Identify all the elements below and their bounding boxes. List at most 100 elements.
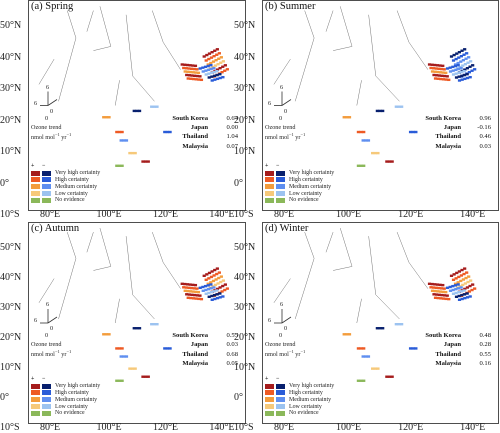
trend-site-mark [385, 160, 389, 163]
trend-site-mark [457, 290, 461, 294]
trend-site-mark [215, 68, 220, 71]
panel-title: (d) Winter [265, 223, 309, 234]
trend-site-mark [437, 74, 441, 77]
country-border [126, 15, 133, 76]
trend-site-mark [186, 70, 190, 73]
trend-site-mark [115, 164, 119, 167]
map-panel-c: (c) Autumn 6 6 0 0 Ozone trend nmol mol−1 yr−1… [28, 222, 246, 424]
trend-site-mark [207, 76, 211, 79]
trend-site-mark [188, 283, 192, 286]
trend-site-mark [437, 67, 441, 70]
trend-site-mark [207, 295, 211, 298]
country-trend-row: South Korea 0.96 [425, 114, 491, 122]
trend-site-mark [436, 290, 440, 293]
coastline [50, 258, 133, 298]
trend-site-mark [186, 289, 190, 293]
certainty-legend: + − Very high certainty High certainty Mediu… [265, 163, 335, 204]
trend-site-mark [117, 379, 122, 382]
country-border [397, 11, 409, 43]
trend-site-mark [433, 70, 437, 73]
arrow-scale-label: 0 [284, 325, 288, 332]
trend-site-mark [130, 367, 135, 370]
trend-site-mark [206, 282, 210, 285]
trend-site-mark [119, 355, 123, 358]
trend-site-mark [454, 68, 458, 72]
trend-site-mark [356, 347, 360, 350]
arrow-scale-label: 6 [34, 99, 38, 107]
trend-site-mark [430, 289, 435, 292]
latitude-label: 20°N [234, 114, 256, 126]
ozone-arrow-key [274, 91, 292, 106]
trend-site-mark [115, 347, 119, 350]
country-trend-row: Malaysia 0.07 [182, 142, 238, 150]
trend-sites [342, 267, 477, 382]
trend-site-mark [452, 53, 456, 57]
latitude-label: 50°N [234, 20, 256, 31]
latitude-label: 40°N [234, 272, 256, 283]
latitude-label: 0° [234, 177, 243, 189]
trend-site-mark [362, 379, 366, 382]
trend-site-mark [473, 68, 477, 71]
trend-site-mark [467, 70, 471, 74]
trend-site-mark [438, 71, 443, 74]
trend-site-mark [168, 130, 172, 134]
trend-site-mark [210, 270, 214, 273]
arrow-scale-label: 6 [46, 83, 50, 91]
longitude-label: 120°E [152, 422, 179, 433]
longitude-label: 140°E [460, 209, 486, 220]
longitude-label: 80°E [274, 422, 295, 433]
trend-site-mark [135, 327, 139, 330]
country-border [93, 46, 110, 50]
trend-site-mark [212, 74, 217, 78]
trend-site-mark [452, 273, 456, 276]
trend-site-mark [206, 284, 210, 287]
trend-site-mark [385, 375, 389, 378]
trend-site-mark [443, 294, 447, 297]
trend-site-mark [400, 323, 404, 326]
trend-site-mark [210, 50, 214, 54]
trend-site-mark [461, 64, 465, 67]
trend-site-mark [217, 271, 221, 274]
trend-site-mark [204, 292, 208, 295]
trend-site-mark [191, 290, 195, 293]
coastline [324, 97, 357, 122]
trend-site-mark [438, 290, 443, 293]
country-border [369, 236, 376, 295]
trend-site-mark [206, 63, 210, 66]
trend-site-mark [215, 69, 219, 73]
coastline [409, 127, 423, 148]
trend-site-mark [464, 276, 468, 280]
trend-site-mark [451, 284, 455, 288]
latitude-label: 10°N [0, 146, 22, 157]
trend-site-mark [191, 71, 195, 74]
trend-site-mark [209, 281, 213, 284]
trend-site-mark [438, 283, 442, 287]
trend-site-mark [359, 130, 363, 134]
trend-site-mark [459, 279, 463, 283]
trend-site-mark [206, 287, 211, 291]
trend-site-mark [430, 63, 434, 66]
certainty-legend: + − Very high certainty High certainty Mediu… [31, 376, 101, 417]
longitude-label: 100°E [96, 422, 122, 433]
trend-site-mark [223, 283, 227, 286]
trend-site-mark [219, 61, 223, 64]
country-border [133, 76, 155, 101]
trend-site-mark [183, 63, 187, 66]
trend-site-mark [165, 130, 170, 134]
trend-site-mark [454, 57, 458, 61]
trend-site-mark [215, 77, 220, 81]
trend-site-mark [440, 67, 444, 71]
trend-site-mark [188, 70, 193, 74]
trend-site-mark [218, 296, 222, 299]
trend-site-mark [180, 282, 184, 285]
trend-site-mark [373, 367, 377, 370]
trend-site-mark [209, 275, 214, 279]
trend-site-mark [445, 67, 450, 70]
trend-site-mark [132, 109, 136, 113]
ozone-trend-label: Ozone trend nmol mol−1 yr−1 [31, 123, 72, 141]
trend-site-mark [438, 64, 442, 67]
trend-site-mark [133, 151, 137, 155]
country-trend-row: Japan 0.28 [443, 341, 491, 349]
trend-site-mark [451, 65, 455, 69]
map-panel-a: (a) Spring 6 6 0 0 Ozone trend nmol mol−1 yr−1… [28, 0, 246, 211]
